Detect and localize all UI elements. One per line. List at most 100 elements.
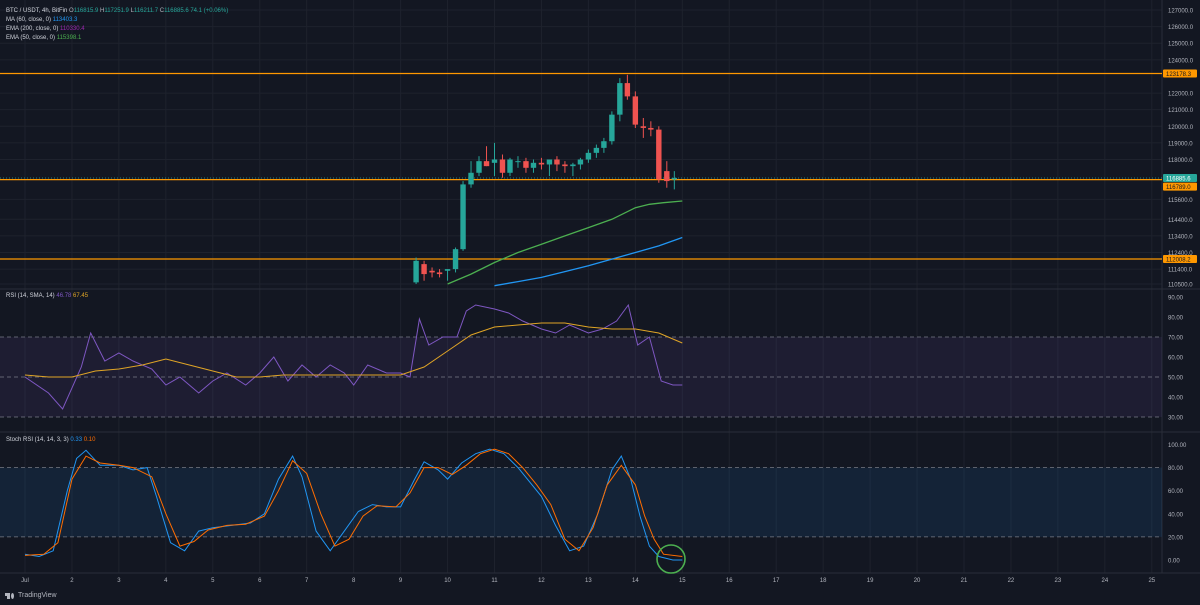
price-tick-label: 118000.0 (1168, 158, 1193, 164)
time-tick-label: 13 (585, 578, 592, 584)
stoch-k-line (24, 448, 683, 561)
price-tick-label: 110500.0 (1168, 283, 1193, 289)
candle-body (671, 177, 678, 180)
ohlc-open: O116815.9 (69, 8, 99, 14)
candle-body (562, 164, 568, 167)
time-tick-label: 5 (211, 578, 215, 584)
time-tick-label: 17 (773, 578, 780, 584)
price-level-tag (1163, 174, 1197, 183)
price-level-tag-text: 116789.0 (1166, 185, 1191, 191)
candle-body (421, 264, 427, 275)
price-tick-label: 121000.0 (1168, 108, 1194, 114)
candle-body (577, 159, 584, 165)
candle-body (491, 159, 498, 163)
rsi-tick-label: 90.00 (1168, 296, 1184, 302)
ma60-line (494, 236, 683, 287)
price-level-tag (1163, 255, 1197, 263)
candle-body (515, 161, 521, 163)
price-tick-label: 120000.0 (1168, 125, 1194, 131)
rsi-tick-label: 80.00 (1168, 316, 1184, 322)
time-tick-label: 7 (305, 578, 309, 584)
price-change: 74.1 (+0.06%) (190, 8, 229, 14)
symbol-row: BTC / USDT, 4h, BitFin O116815.9 H117251… (6, 7, 228, 16)
rsi-tick-label: 30.00 (1168, 416, 1184, 422)
time-tick-label: 9 (399, 578, 403, 584)
price-tick-label: 119000.0 (1168, 141, 1193, 147)
price-level-tag-text: 123178.3 (1166, 72, 1192, 78)
annotation-circle (656, 544, 686, 574)
time-tick-label: 14 (632, 578, 639, 584)
main-legend: BTC / USDT, 4h, BitFin O116815.9 H117251… (6, 7, 228, 43)
rsi-line (24, 303, 683, 410)
candle-body (664, 171, 670, 182)
time-tick-label: 25 (1148, 578, 1155, 584)
candle-body (476, 161, 482, 173)
price-level-tag (1163, 182, 1197, 191)
tradingview-logo-icon (5, 592, 15, 599)
symbol-label[interactable]: BTC / USDT, 4h, BitFin (6, 8, 68, 14)
candle-body (601, 141, 607, 148)
stoch-tick-label: 40.00 (1168, 512, 1184, 518)
rsi-tick-label: 50.00 (1168, 376, 1184, 382)
stoch-tick-label: 60.00 (1168, 489, 1184, 495)
time-tick-label: 21 (961, 578, 968, 584)
time-tick-label: 20 (914, 578, 921, 584)
candle-body (523, 161, 529, 168)
price-level-tag-text: 116885.6 (1166, 176, 1191, 182)
price-tick-label: 112400.0 (1168, 251, 1193, 257)
time-tick-label: Jul (21, 578, 29, 584)
candle-body (429, 270, 435, 273)
time-tick-label: 11 (491, 578, 498, 584)
candle-body (444, 269, 451, 271)
rsi-ma-line (24, 322, 683, 378)
candle-body (624, 83, 631, 97)
price-tick-label: 124000.0 (1168, 58, 1194, 64)
candle-body (640, 126, 647, 128)
candle-body (648, 127, 654, 130)
ema50-line (447, 200, 683, 285)
candle-body (585, 152, 592, 160)
rsi-tick-label: 70.00 (1168, 336, 1184, 342)
candle-body (617, 83, 623, 115)
time-tick-label: 15 (679, 578, 686, 584)
candle-body (483, 161, 490, 167)
time-tick-label: 19 (867, 578, 874, 584)
price-tick-label: 111400.0 (1168, 268, 1193, 274)
candle-body (632, 96, 639, 125)
price-tick-label: 113400.0 (1168, 234, 1193, 240)
time-tick-label: 8 (352, 578, 356, 584)
candle-body (554, 159, 560, 165)
candle-body (593, 147, 600, 153)
ohlc-low: L116211.7 (130, 8, 159, 14)
candle-body (436, 272, 443, 275)
time-tick-label: 12 (538, 578, 545, 584)
candle-body (452, 249, 459, 270)
ohlc-close: C116885.6 (159, 8, 189, 14)
stoch-tick-label: 100.00 (1168, 443, 1187, 449)
stoch-legend[interactable]: Stoch RSI (14, 14, 3, 3) 0.33 0.10 (6, 437, 96, 443)
rsi-tick-label: 60.00 (1168, 356, 1184, 362)
candle-body (468, 172, 474, 185)
time-tick-label: 24 (1102, 578, 1109, 584)
price-level-tag-text: 112008.2 (1166, 257, 1191, 263)
indicator-ema50[interactable]: EMA (50, close, 0) 115398.1 (6, 35, 82, 41)
candle-body (538, 162, 545, 165)
time-tick-label: 23 (1055, 578, 1062, 584)
candle-body (499, 159, 506, 173)
stoch-tick-label: 20.00 (1168, 535, 1184, 541)
time-tick-label: 22 (1008, 578, 1015, 584)
candle-body (570, 164, 576, 167)
time-tick-label: 4 (164, 578, 168, 584)
tradingview-logo[interactable]: TradingView (5, 592, 57, 599)
time-tick-label: 3 (117, 578, 121, 584)
rsi-legend[interactable]: RSI (14, SMA, 14) 46.78 67.45 (6, 293, 89, 299)
footer-bar: TradingView (0, 589, 1200, 605)
indicator-ema200[interactable]: EMA (200, close, 0) 110330.4 (6, 26, 85, 32)
stoch-tick-label: 80.00 (1168, 466, 1184, 472)
time-tick-label: 6 (258, 578, 262, 584)
stoch-band (0, 467, 1162, 537)
indicator-ma60[interactable]: MA (60, close, 0) 113403.3 (6, 17, 78, 23)
ohlc-high: H117251.9 (99, 8, 129, 14)
